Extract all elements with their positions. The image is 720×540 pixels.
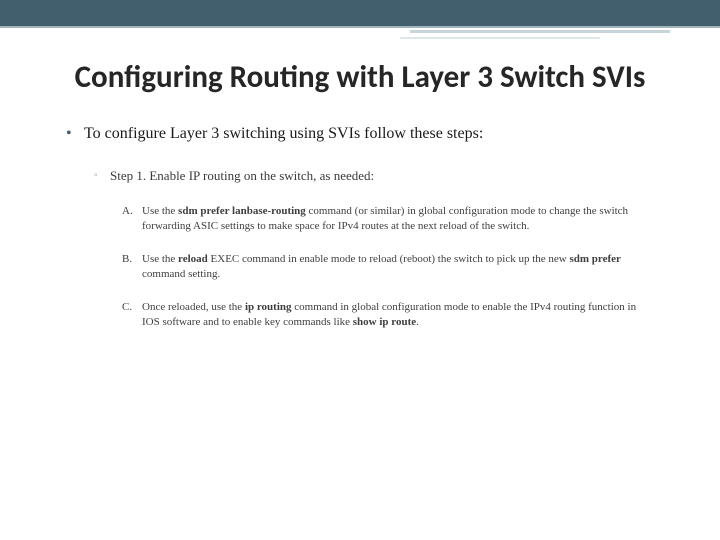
item-b-rest: command setting. [142,268,220,280]
slide-title: Configuring Routing with Layer 3 Switch … [60,60,660,96]
item-b-bold1: reload [178,253,208,265]
item-a-pre: Use the [142,205,178,217]
item-c-label: C. [122,300,142,315]
item-a-bold: sdm prefer lanbase-routing [178,205,306,217]
item-b-mid: EXEC command in enable mode to reload (r… [208,253,570,265]
step-1: ▫ Step 1. Enable IP routing on the switc… [94,168,654,184]
item-c-bold2: show ip route [353,316,416,328]
slide-body: • To configure Layer 3 switching using S… [0,96,720,330]
item-b-pre: Use the [142,253,178,265]
item-c: C. Once reloaded, use the ip routing com… [122,300,654,330]
step-1-text: Step 1. Enable IP routing on the switch,… [110,168,374,184]
item-a: A. Use the sdm prefer lanbase-routing co… [122,204,654,234]
item-b-bold2: sdm prefer [569,253,620,265]
item-b-label: B. [122,252,142,267]
item-b-text: Use the reload EXEC command in enable mo… [142,252,644,282]
item-c-rest: . [416,316,419,328]
item-c-text: Once reloaded, use the ip routing comman… [142,300,644,330]
item-a-text: Use the sdm prefer lanbase-routing comma… [142,204,644,234]
item-c-pre: Once reloaded, use the [142,301,245,313]
item-b: B. Use the reload EXEC command in enable… [122,252,654,282]
sub-bullet-icon: ▫ [94,168,110,181]
bullet-dot-icon: • [66,124,84,145]
main-bullet: • To configure Layer 3 switching using S… [66,124,654,145]
top-bar [0,0,720,26]
item-a-label: A. [122,204,142,219]
main-bullet-text: To configure Layer 3 switching using SVI… [84,124,483,145]
slide-title-wrap: Configuring Routing with Layer 3 Switch … [0,60,720,96]
item-c-bold1: ip routing [245,301,292,313]
